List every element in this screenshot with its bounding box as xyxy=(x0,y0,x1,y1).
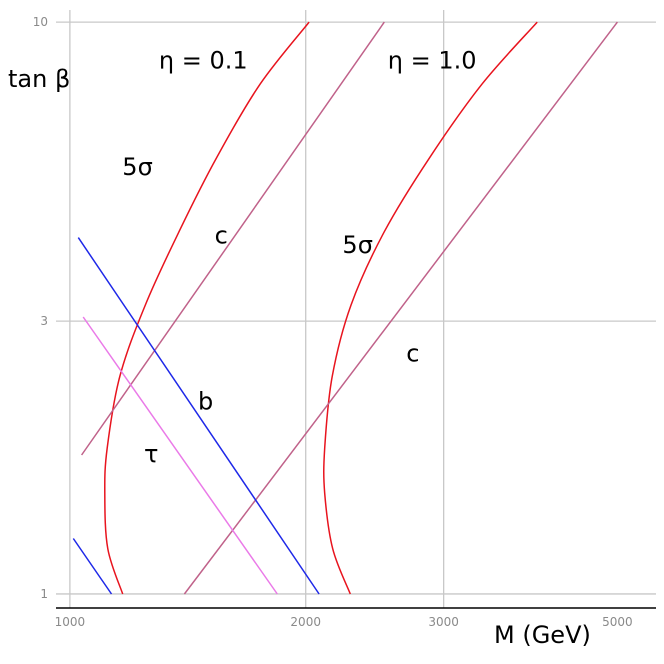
series-b-lower xyxy=(72,538,113,595)
series-b-upper xyxy=(77,237,320,595)
series-eta01-c xyxy=(80,21,385,456)
tick-labels: 1000 2000 3000 5000 1 3 10 xyxy=(33,15,633,629)
y-tick-label: 10 xyxy=(33,15,48,29)
x-tick-label: 5000 xyxy=(602,615,633,629)
annotation-label: c xyxy=(215,222,228,250)
annotation-label: 5σ xyxy=(122,153,152,181)
annotation-label: τ xyxy=(144,440,158,468)
series-eta01-5sigma xyxy=(104,21,310,595)
grid xyxy=(56,10,656,608)
x-tick-label: 2000 xyxy=(290,615,321,629)
annotation-label: 5σ xyxy=(342,231,372,259)
series-eta10-c xyxy=(183,21,618,595)
annotations: η = 0.1 η = 1.0 5σ 5σ c c b τ xyxy=(122,46,476,468)
annotation-label: b xyxy=(198,388,213,416)
series-layer xyxy=(72,21,618,595)
x-tick-label: 3000 xyxy=(428,615,459,629)
series-tau xyxy=(82,316,278,595)
x-axis-label: M (GeV) xyxy=(494,621,591,649)
y-tick-label: 1 xyxy=(40,587,48,601)
annotation-label: c xyxy=(406,339,419,367)
annotation-label: η = 1.0 xyxy=(388,46,477,74)
y-axis-label: tan β xyxy=(8,65,70,93)
annotation-label: η = 0.1 xyxy=(159,46,248,74)
y-tick-label: 3 xyxy=(40,314,48,328)
series-eta10-5sigma xyxy=(323,21,538,595)
x-tick-label: 1000 xyxy=(55,615,86,629)
